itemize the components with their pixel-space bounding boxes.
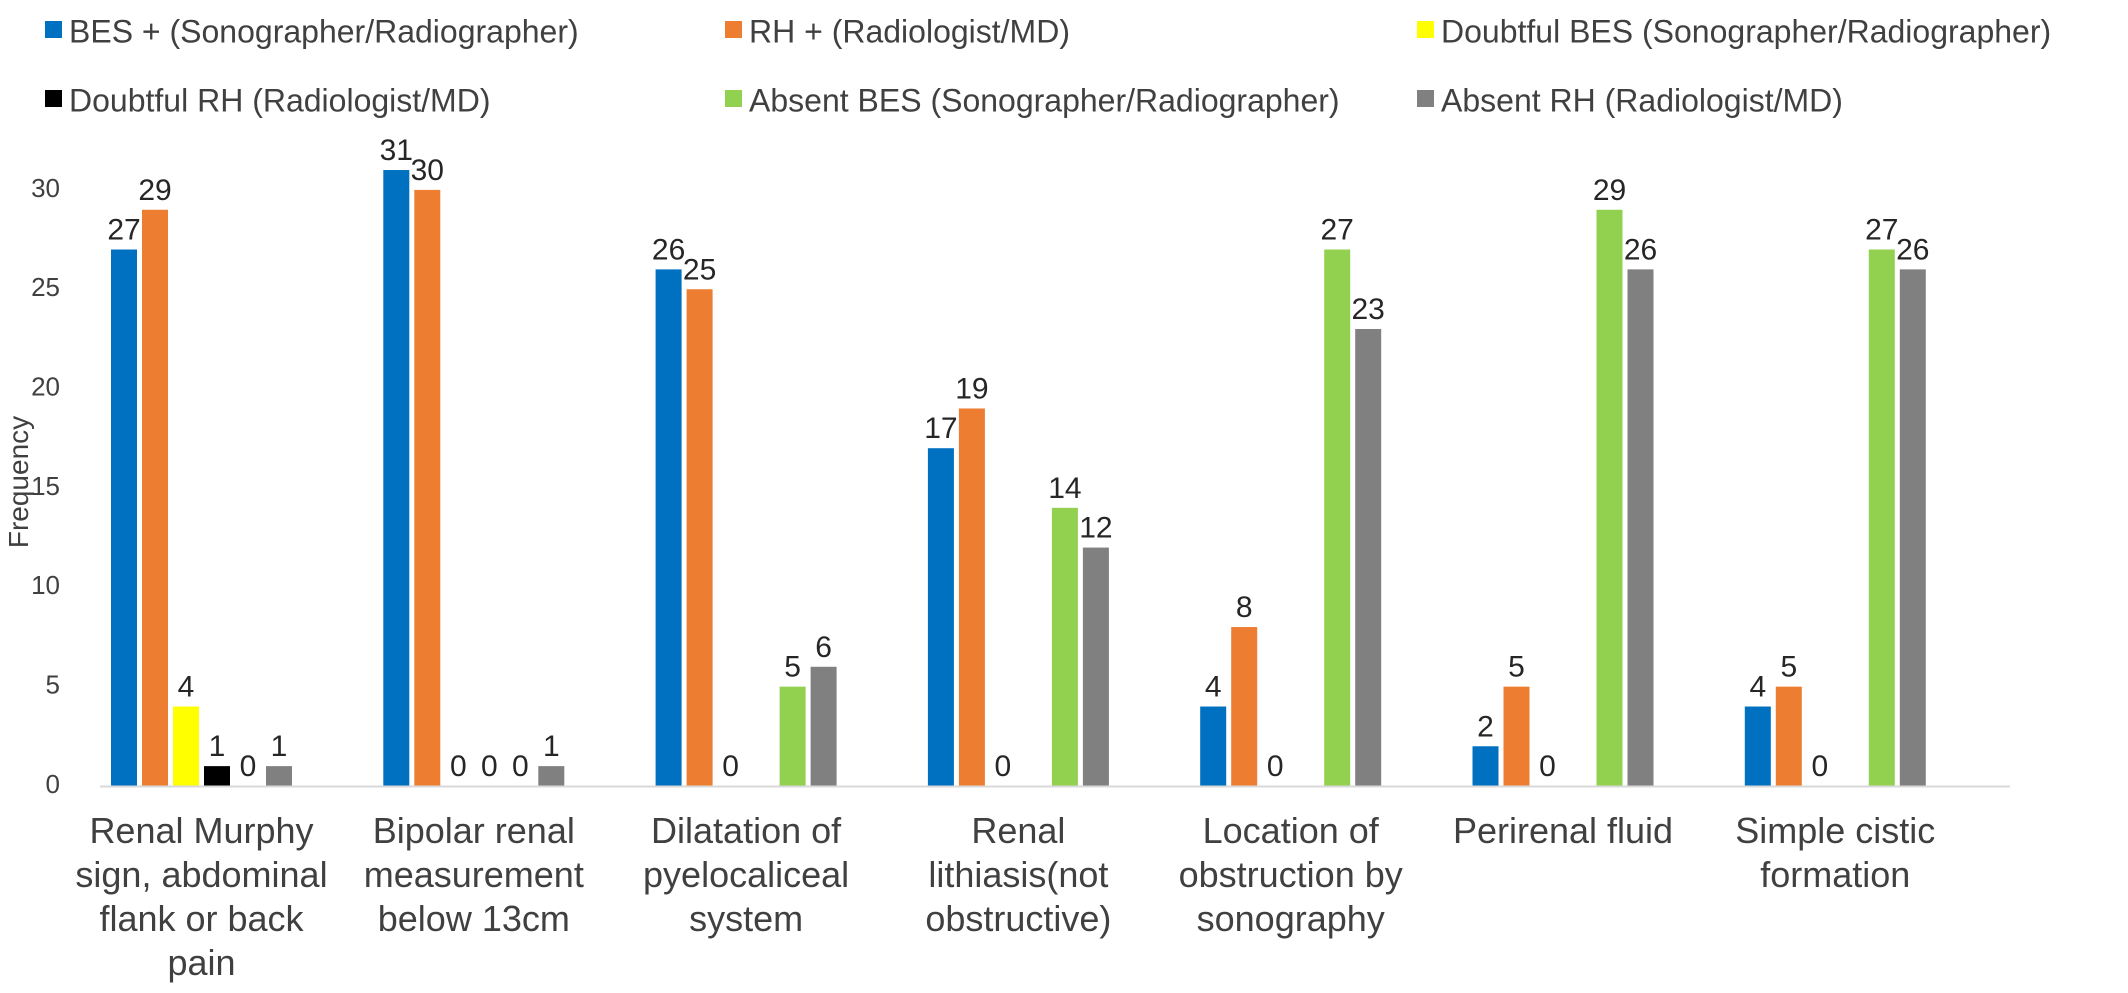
legend-label: Absent BES (Sonographer/Radiographer) <box>749 82 1340 118</box>
bar <box>1355 328 1382 786</box>
legend-label: Doubtful BES (Sonographer/Radiographer) <box>1441 13 2051 49</box>
bar <box>1868 249 1895 786</box>
bar <box>1899 269 1926 786</box>
data-label: 30 <box>411 154 444 187</box>
bar <box>655 269 682 786</box>
data-label: 25 <box>683 253 716 286</box>
x-axis-categories: Renal Murphy sign, abdominal flank or back… <box>75 810 1935 983</box>
x-category-label: Bipolar renal measurement below 13cm <box>364 810 584 939</box>
data-label: 4 <box>178 671 195 704</box>
bar <box>1503 686 1530 786</box>
data-label: 1 <box>209 730 226 763</box>
data-label: 23 <box>1352 293 1385 326</box>
legend-swatch <box>1417 90 1434 107</box>
bar <box>1775 686 1802 786</box>
data-label: 0 <box>995 750 1012 783</box>
data-label: 14 <box>1048 472 1081 505</box>
bar <box>1744 706 1771 786</box>
x-category-label: Renal Murphy sign, abdominal flank or back… <box>75 810 327 983</box>
data-label: 4 <box>1749 671 1766 704</box>
bar <box>204 766 230 786</box>
y-axis-label: Frequency <box>3 416 34 548</box>
data-label: 27 <box>107 214 140 247</box>
y-tick-label: 0 <box>46 769 60 799</box>
legend-swatch <box>45 90 62 107</box>
data-label: 0 <box>722 750 739 783</box>
legend-swatch <box>45 21 62 38</box>
x-category-label: Renal lithiasis(not obstructive) <box>925 810 1111 939</box>
data-label: 12 <box>1079 512 1112 545</box>
bar <box>1627 269 1654 786</box>
legend-label: Doubtful RH (Radiologist/MD) <box>69 82 490 118</box>
legend-swatch <box>725 90 742 107</box>
bar <box>173 706 199 786</box>
bar <box>538 766 565 786</box>
bar <box>383 170 410 786</box>
data-label: 0 <box>481 750 498 783</box>
legend-label: Absent RH (Radiologist/MD) <box>1441 82 1843 118</box>
data-label: 0 <box>1539 750 1556 783</box>
y-tick-label: 30 <box>31 173 60 203</box>
bar <box>927 448 954 786</box>
chart-legend: BES + (Sonographer/Radiographer) RH + (Ra… <box>45 13 2051 118</box>
y-tick-label: 5 <box>46 670 60 700</box>
x-category-label: Location of obstruction by sonography <box>1179 810 1403 939</box>
data-label: 5 <box>1780 651 1797 684</box>
bar <box>111 249 137 786</box>
data-label: 29 <box>1593 174 1626 207</box>
bar <box>1200 706 1227 786</box>
bar <box>958 408 985 786</box>
y-axis: 0 5 10 15 20 25 30 <box>31 173 60 799</box>
bar <box>1596 209 1623 786</box>
x-category-label: Perirenal fluid <box>1453 810 1673 851</box>
data-label: 26 <box>652 233 685 266</box>
bar <box>142 209 168 786</box>
bar <box>686 289 713 786</box>
x-category-label: Simple cistic formation <box>1735 810 1935 895</box>
legend-label: BES + (Sonographer/Radiographer) <box>69 13 579 49</box>
bar <box>1324 249 1351 786</box>
y-tick-label: 15 <box>31 471 60 501</box>
data-label: 26 <box>1896 233 1929 266</box>
bar <box>1472 746 1499 786</box>
data-label: 17 <box>924 412 957 445</box>
data-label: 2 <box>1477 710 1494 743</box>
y-tick-label: 10 <box>31 570 60 600</box>
data-label: 4 <box>1205 671 1222 704</box>
data-label: 8 <box>1236 591 1253 624</box>
data-label: 5 <box>784 651 801 684</box>
legend-swatch <box>1417 21 1434 38</box>
y-tick-label: 20 <box>31 371 60 401</box>
data-label: 0 <box>1811 750 1828 783</box>
data-label: 6 <box>815 631 832 664</box>
bar <box>779 686 806 786</box>
data-label: 0 <box>1267 750 1284 783</box>
legend-swatch <box>725 21 742 38</box>
data-label: 26 <box>1624 233 1657 266</box>
bar <box>414 189 441 786</box>
data-label: 19 <box>955 372 988 405</box>
bar <box>1051 507 1078 786</box>
x-category-label: Dilatation of pyelocaliceal system <box>643 810 849 939</box>
data-label: 1 <box>271 730 288 763</box>
y-tick-label: 25 <box>31 272 60 302</box>
bar <box>1082 547 1109 786</box>
bar <box>1231 627 1258 786</box>
data-label: 0 <box>512 750 529 783</box>
data-label: 27 <box>1321 214 1354 247</box>
legend-label: RH + (Radiologist/MD) <box>749 13 1070 49</box>
data-label: 0 <box>450 750 467 783</box>
data-label: 0 <box>240 750 257 783</box>
bar <box>266 766 292 786</box>
data-label: 29 <box>138 174 171 207</box>
bars <box>111 170 1926 786</box>
bar <box>810 666 837 786</box>
data-label: 1 <box>543 730 560 763</box>
data-label: 27 <box>1865 214 1898 247</box>
data-label: 31 <box>380 134 413 167</box>
data-label: 5 <box>1508 651 1525 684</box>
